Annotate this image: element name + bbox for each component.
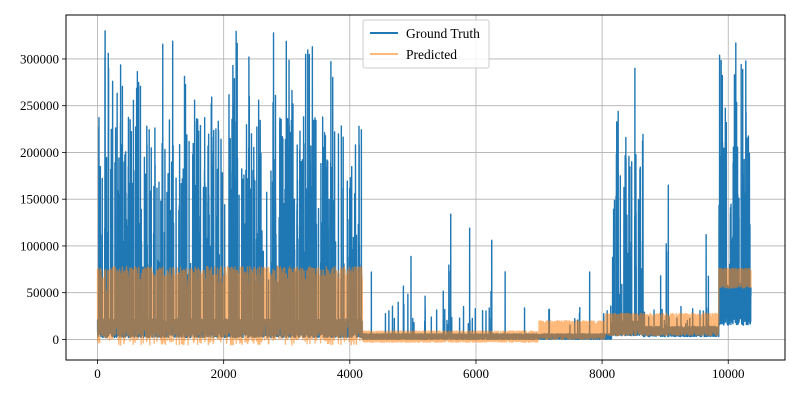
- legend: Ground Truth Predicted: [362, 19, 490, 69]
- legend-label-predicted: Predicted: [406, 47, 457, 62]
- series-line-predicted: [96, 265, 752, 346]
- series-layer: [96, 30, 752, 346]
- y-tick-label: 100000: [20, 238, 59, 253]
- y-tick-label: 200000: [20, 145, 59, 160]
- y-tick-label: 50000: [27, 285, 60, 300]
- y-tick-label: 250000: [20, 98, 59, 113]
- x-tick-label: 0: [94, 366, 101, 381]
- x-tick-label: 4000: [337, 366, 363, 381]
- plot-frame: [65, 14, 786, 361]
- x-tick-label: 10000: [712, 366, 745, 381]
- y-tick-label: 0: [53, 332, 60, 347]
- legend-label-ground-truth: Ground Truth: [406, 26, 480, 41]
- y-tick-label: 150000: [20, 192, 59, 207]
- y-tick-label: 300000: [20, 51, 59, 66]
- x-tick-label: 2000: [211, 366, 237, 381]
- x-tick-label: 6000: [463, 366, 489, 381]
- x-tick-label: 8000: [589, 366, 615, 381]
- axis-ticks: 0 2000 4000 6000 8000 10000050000100000150000…: [20, 51, 744, 381]
